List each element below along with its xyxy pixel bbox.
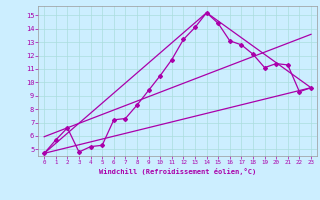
- X-axis label: Windchill (Refroidissement éolien,°C): Windchill (Refroidissement éolien,°C): [99, 168, 256, 175]
